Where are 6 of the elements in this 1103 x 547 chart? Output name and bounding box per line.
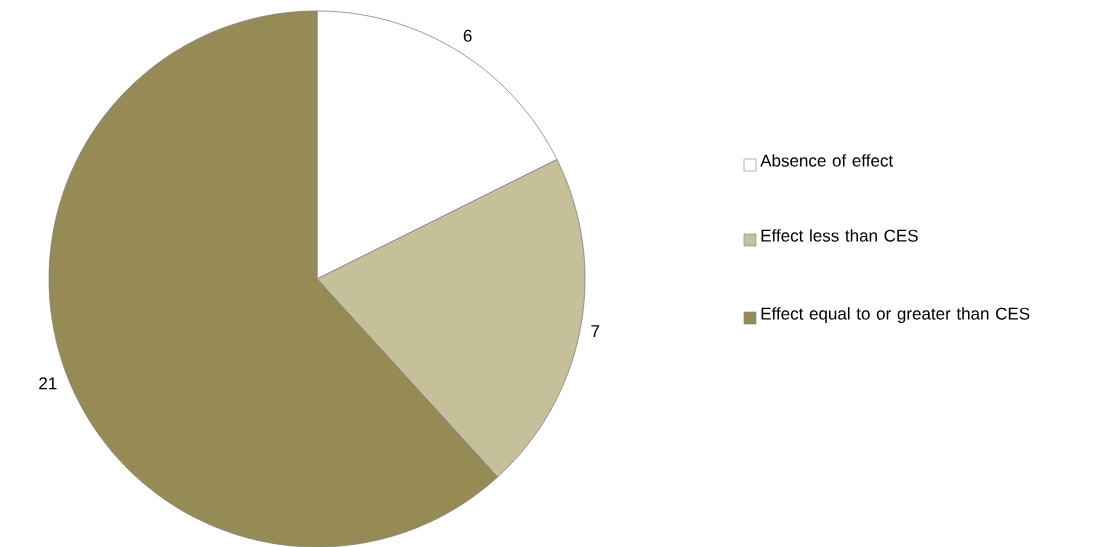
data-label: 6 [463,29,472,42]
data-label: 21 [39,377,57,389]
legend-label: Absence of effect [760,154,894,167]
data-label: 7 [591,325,600,337]
legend-label: Effect less than CES [761,229,918,242]
legend-label: Effect equal to or greater than CES [761,307,1030,323]
